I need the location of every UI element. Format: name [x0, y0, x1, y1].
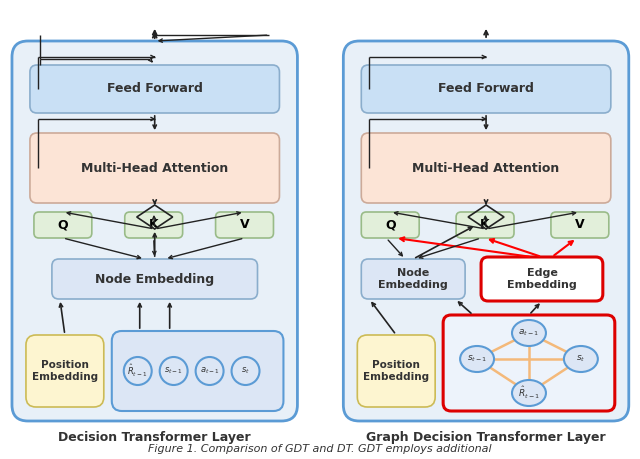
- Text: Figure 1. Comparison of GDT and DT. GDT employs additional: Figure 1. Comparison of GDT and DT. GDT …: [148, 444, 491, 454]
- FancyBboxPatch shape: [362, 133, 611, 203]
- Text: Node Embedding: Node Embedding: [95, 273, 214, 285]
- FancyBboxPatch shape: [456, 212, 514, 238]
- FancyBboxPatch shape: [343, 41, 628, 421]
- Text: Multi-Head Attention: Multi-Head Attention: [412, 162, 560, 174]
- FancyBboxPatch shape: [443, 315, 615, 411]
- Text: Multi-Head Attention: Multi-Head Attention: [81, 162, 228, 174]
- FancyBboxPatch shape: [362, 212, 419, 238]
- Text: $a_{t-1}$: $a_{t-1}$: [200, 366, 220, 376]
- Text: Graph Decision Transformer Layer: Graph Decision Transformer Layer: [366, 431, 606, 443]
- Text: $s_{t-1}$: $s_{t-1}$: [467, 354, 487, 364]
- FancyBboxPatch shape: [34, 212, 92, 238]
- Text: $s_t$: $s_t$: [576, 354, 586, 364]
- FancyBboxPatch shape: [12, 41, 298, 421]
- Text: Feed Forward: Feed Forward: [107, 83, 203, 95]
- FancyBboxPatch shape: [26, 335, 104, 407]
- Ellipse shape: [460, 346, 494, 372]
- FancyBboxPatch shape: [551, 212, 609, 238]
- FancyBboxPatch shape: [125, 212, 182, 238]
- Text: Position
Embedding: Position Embedding: [363, 360, 429, 382]
- Ellipse shape: [512, 320, 546, 346]
- Text: Edge
Embedding: Edge Embedding: [507, 268, 577, 290]
- Text: K: K: [149, 218, 159, 231]
- Text: $s_t$: $s_t$: [241, 366, 250, 376]
- Text: Decision Transformer Layer: Decision Transformer Layer: [58, 431, 251, 443]
- Text: V: V: [575, 218, 585, 231]
- FancyBboxPatch shape: [216, 212, 273, 238]
- Text: K: K: [480, 218, 490, 231]
- Text: Q: Q: [58, 218, 68, 231]
- Text: $s_{t-1}$: $s_{t-1}$: [164, 366, 183, 376]
- FancyBboxPatch shape: [362, 65, 611, 113]
- Text: $\hat{R}_{t-1}$: $\hat{R}_{t-1}$: [127, 363, 148, 379]
- Text: Position
Embedding: Position Embedding: [32, 360, 98, 382]
- FancyBboxPatch shape: [52, 259, 257, 299]
- Ellipse shape: [232, 357, 259, 385]
- FancyBboxPatch shape: [362, 259, 465, 299]
- Ellipse shape: [124, 357, 152, 385]
- FancyBboxPatch shape: [481, 257, 603, 301]
- Ellipse shape: [196, 357, 223, 385]
- FancyBboxPatch shape: [357, 335, 435, 407]
- Text: $a_{t-1}$: $a_{t-1}$: [518, 328, 540, 338]
- Text: Feed Forward: Feed Forward: [438, 83, 534, 95]
- FancyBboxPatch shape: [30, 65, 280, 113]
- Ellipse shape: [564, 346, 598, 372]
- Text: Q: Q: [385, 218, 396, 231]
- FancyBboxPatch shape: [30, 133, 280, 203]
- FancyBboxPatch shape: [112, 331, 284, 411]
- Text: Node
Embedding: Node Embedding: [378, 268, 448, 290]
- Text: V: V: [240, 218, 250, 231]
- Ellipse shape: [512, 380, 546, 406]
- Ellipse shape: [160, 357, 188, 385]
- Text: $\hat{R}_{t-1}$: $\hat{R}_{t-1}$: [518, 385, 540, 401]
